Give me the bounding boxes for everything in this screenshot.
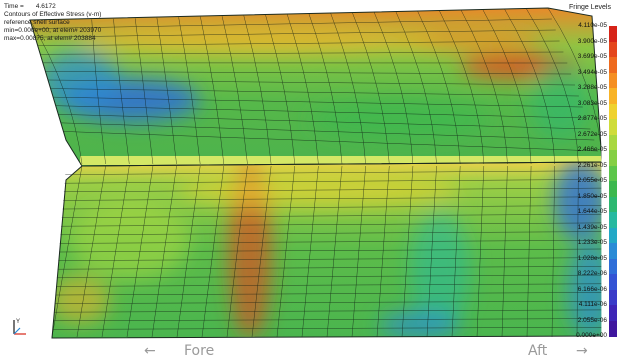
- axis-triad-icon: Y: [13, 319, 26, 335]
- fringe-level-swatch: [609, 320, 617, 337]
- fringe-level-label: 1.233e-05: [577, 239, 607, 246]
- time-value: 4.6172: [35, 3, 56, 10]
- fringe-level-swatch: [609, 181, 617, 197]
- time-readout: Time = 4.6172: [4, 3, 101, 11]
- fore-label: Fore: [184, 343, 215, 359]
- fringe-level-swatch: [609, 26, 617, 42]
- fringe-level-swatch: [609, 119, 617, 135]
- fringe-level-label: 6.166e-06: [577, 285, 607, 293]
- fringe-level-label: 2.466e-05: [577, 146, 607, 153]
- stiffener-band: [80, 156, 602, 165]
- fringe-level-label: 2.261e-05: [577, 161, 607, 169]
- fringe-level-swatch: [609, 41, 617, 58]
- fringe-level-swatch: [609, 57, 617, 73]
- fringe-level-label: 3.083e-05: [577, 99, 607, 107]
- fringe-level-label: 3.288e-05: [577, 84, 607, 91]
- fringe-level-label: 1.028e-05: [577, 254, 607, 262]
- time-label: Time =: [4, 3, 24, 10]
- triad-y-label: Y: [16, 319, 20, 325]
- fringe-level-label: 2.877e-05: [577, 115, 607, 122]
- fringe-level-label: 1.439e-05: [577, 223, 607, 231]
- fringe-level-label: 1.644e-05: [577, 208, 607, 215]
- fringe-level-swatch: [609, 274, 617, 290]
- fringe-level-label: 1.850e-05: [577, 192, 607, 200]
- shell-model-plot: [29, 7, 603, 339]
- fringe-level-label: 0.000e+00: [576, 332, 607, 339]
- fringe-level-swatch: [609, 72, 617, 89]
- fringe-level-swatch: [609, 196, 617, 213]
- surface-label: reference shell surface: [4, 19, 70, 26]
- fringe-level-swatch: [609, 88, 617, 104]
- fringe-level-label: 8.222e-06: [577, 270, 607, 277]
- contour-title: Contours of Effective Stress (v-m): [4, 11, 102, 18]
- fore-arrow-icon: ←: [144, 343, 156, 359]
- fringe-level-label: 3.900e-05: [577, 37, 607, 45]
- fringe-level-label: 4.110e-05: [578, 22, 607, 29]
- fringe-level-label: 2.672e-05: [577, 130, 607, 138]
- orientation-labels: ← Fore Aft →: [0, 340, 619, 364]
- fringe-level-swatch: [609, 212, 617, 228]
- fringe-level-swatch: [609, 150, 617, 166]
- fringe-level-swatch: [609, 258, 617, 275]
- fringe-level-swatch: [609, 305, 617, 321]
- plot-info-overlay: Time = 4.6172 Contours of Effective Stre…: [4, 3, 101, 43]
- lower-panel-edge: [51, 161, 603, 339]
- fringe-level-swatch: [609, 134, 617, 151]
- fringe-level-label: 3.699e-05: [577, 53, 607, 60]
- fringe-level-swatch: [609, 243, 617, 259]
- fringe-levels-legend: 4.110e-05 3.900e-05 3.699e-05 3.494e-05 3.28…: [549, 22, 617, 339]
- aft-label: Aft: [528, 343, 548, 359]
- fringe-levels-title: Fringe Levels: [568, 4, 611, 11]
- fringe-level-swatch: [609, 289, 617, 306]
- fringe-level-label: 2.055e-05: [577, 177, 607, 184]
- fringe-level-label: 2.055e-06: [577, 316, 607, 324]
- fringe-level-swatch: [609, 103, 617, 120]
- aft-arrow-icon: →: [576, 343, 588, 359]
- min-readout: min=0.000e+00, at elem# 203970: [4, 27, 102, 34]
- max-readout: max=0.00875, at elem# 203884: [4, 35, 96, 42]
- fringe-level-swatch: [609, 227, 617, 244]
- fringe-plot-viewport[interactable]: Time = 4.6172 Contours of Effective Stre…: [0, 0, 619, 340]
- fringe-level-label: 3.494e-05: [577, 68, 607, 76]
- fringe-level-label: 4.111e-06: [578, 301, 607, 308]
- fringe-level-swatch: [609, 165, 617, 182]
